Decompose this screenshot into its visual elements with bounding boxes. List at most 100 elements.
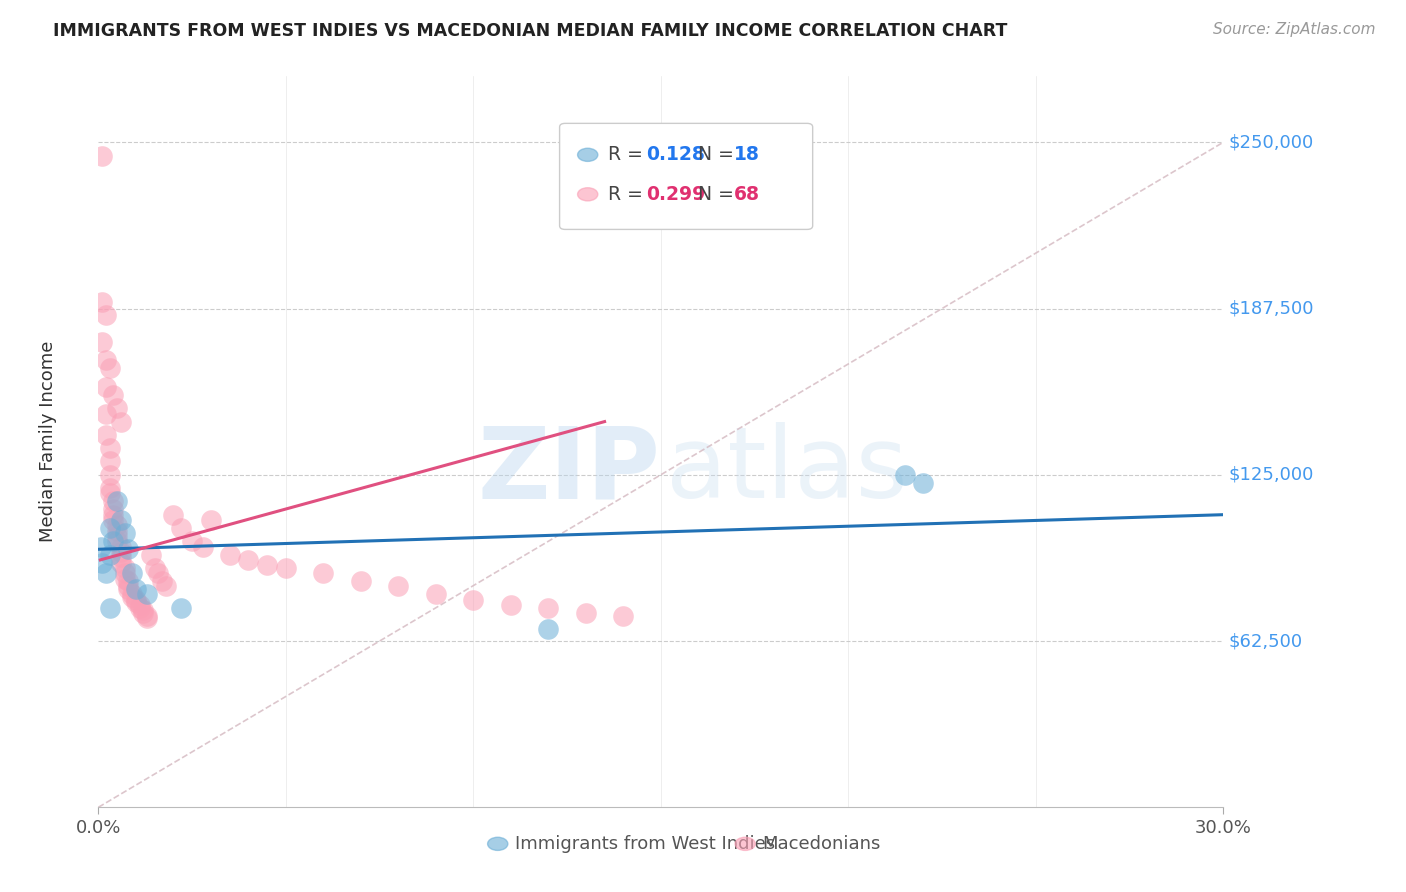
Point bbox=[91, 334, 114, 349]
Point bbox=[575, 606, 598, 620]
Point bbox=[238, 553, 260, 567]
Point bbox=[103, 494, 125, 508]
Point bbox=[94, 566, 117, 581]
Point bbox=[218, 548, 240, 562]
Point bbox=[139, 548, 162, 562]
Point bbox=[91, 294, 114, 309]
Text: 0.128: 0.128 bbox=[647, 145, 704, 164]
Point bbox=[117, 542, 139, 557]
Point bbox=[132, 606, 155, 620]
Text: $250,000: $250,000 bbox=[1229, 133, 1315, 152]
Point bbox=[103, 502, 125, 516]
Point bbox=[117, 582, 139, 596]
Text: R =: R = bbox=[607, 145, 648, 164]
Point bbox=[181, 534, 204, 549]
Point bbox=[91, 148, 114, 162]
Point bbox=[148, 566, 170, 581]
Point bbox=[143, 561, 166, 575]
Text: $187,500: $187,500 bbox=[1229, 300, 1315, 318]
Text: R =: R = bbox=[607, 185, 648, 203]
Point bbox=[125, 595, 148, 609]
Point bbox=[94, 353, 117, 368]
Text: IMMIGRANTS FROM WEST INDIES VS MACEDONIAN MEDIAN FAMILY INCOME CORRELATION CHART: IMMIGRANTS FROM WEST INDIES VS MACEDONIA… bbox=[53, 22, 1008, 40]
Point bbox=[117, 574, 139, 589]
Point bbox=[90, 540, 112, 554]
Point bbox=[121, 587, 143, 601]
Text: atlas: atlas bbox=[666, 422, 908, 519]
Point bbox=[121, 590, 143, 604]
Point bbox=[170, 521, 193, 535]
Text: $125,000: $125,000 bbox=[1229, 466, 1315, 483]
Point bbox=[105, 529, 128, 543]
Point bbox=[103, 534, 125, 549]
Point bbox=[200, 513, 222, 527]
Text: Source: ZipAtlas.com: Source: ZipAtlas.com bbox=[1212, 22, 1375, 37]
Point bbox=[98, 361, 121, 376]
Text: N =: N = bbox=[697, 145, 740, 164]
Circle shape bbox=[578, 187, 598, 201]
Point bbox=[150, 574, 173, 589]
Point bbox=[105, 494, 128, 508]
Circle shape bbox=[578, 148, 598, 161]
Point bbox=[155, 580, 177, 594]
Text: $62,500: $62,500 bbox=[1229, 632, 1303, 650]
Point bbox=[537, 622, 560, 636]
Point bbox=[170, 600, 193, 615]
Point bbox=[110, 415, 132, 429]
Point bbox=[110, 513, 132, 527]
Text: N =: N = bbox=[697, 185, 740, 203]
Point bbox=[893, 467, 915, 482]
Point bbox=[136, 611, 159, 625]
Text: ZIP: ZIP bbox=[478, 422, 661, 519]
Point bbox=[114, 526, 136, 541]
Point bbox=[128, 600, 150, 615]
Point bbox=[110, 545, 132, 559]
Point bbox=[125, 592, 148, 607]
Point bbox=[612, 608, 634, 623]
Point bbox=[103, 508, 125, 522]
Point bbox=[105, 401, 128, 416]
Point bbox=[136, 608, 159, 623]
Point bbox=[105, 534, 128, 549]
Point bbox=[128, 598, 150, 612]
Text: 68: 68 bbox=[734, 185, 759, 203]
Point bbox=[105, 518, 128, 533]
Point bbox=[125, 582, 148, 596]
Point bbox=[94, 428, 117, 442]
Point bbox=[132, 603, 155, 617]
Point bbox=[98, 486, 121, 500]
Point bbox=[98, 521, 121, 535]
Point bbox=[94, 407, 117, 421]
Circle shape bbox=[488, 838, 508, 850]
Point bbox=[350, 574, 373, 589]
Point bbox=[312, 566, 335, 581]
Point bbox=[110, 550, 132, 565]
Text: Macedonians: Macedonians bbox=[762, 835, 880, 853]
Point bbox=[110, 556, 132, 570]
Text: 18: 18 bbox=[734, 145, 759, 164]
Text: 0.299: 0.299 bbox=[647, 185, 706, 203]
Circle shape bbox=[735, 838, 755, 850]
Point bbox=[114, 572, 136, 586]
Point bbox=[98, 481, 121, 495]
Point bbox=[98, 600, 121, 615]
FancyBboxPatch shape bbox=[560, 123, 813, 229]
Point bbox=[98, 467, 121, 482]
Point bbox=[387, 580, 409, 594]
Point bbox=[912, 475, 935, 490]
Point bbox=[103, 513, 125, 527]
Point bbox=[121, 566, 143, 581]
Point bbox=[193, 540, 215, 554]
Point bbox=[499, 598, 522, 612]
Point bbox=[463, 592, 485, 607]
Point bbox=[256, 558, 278, 573]
Point bbox=[94, 380, 117, 394]
Point bbox=[103, 388, 125, 402]
Point bbox=[114, 566, 136, 581]
Point bbox=[98, 548, 121, 562]
Point bbox=[537, 600, 560, 615]
Point bbox=[425, 587, 447, 601]
Point bbox=[91, 556, 114, 570]
Point bbox=[274, 561, 297, 575]
Text: Median Family Income: Median Family Income bbox=[39, 341, 56, 542]
